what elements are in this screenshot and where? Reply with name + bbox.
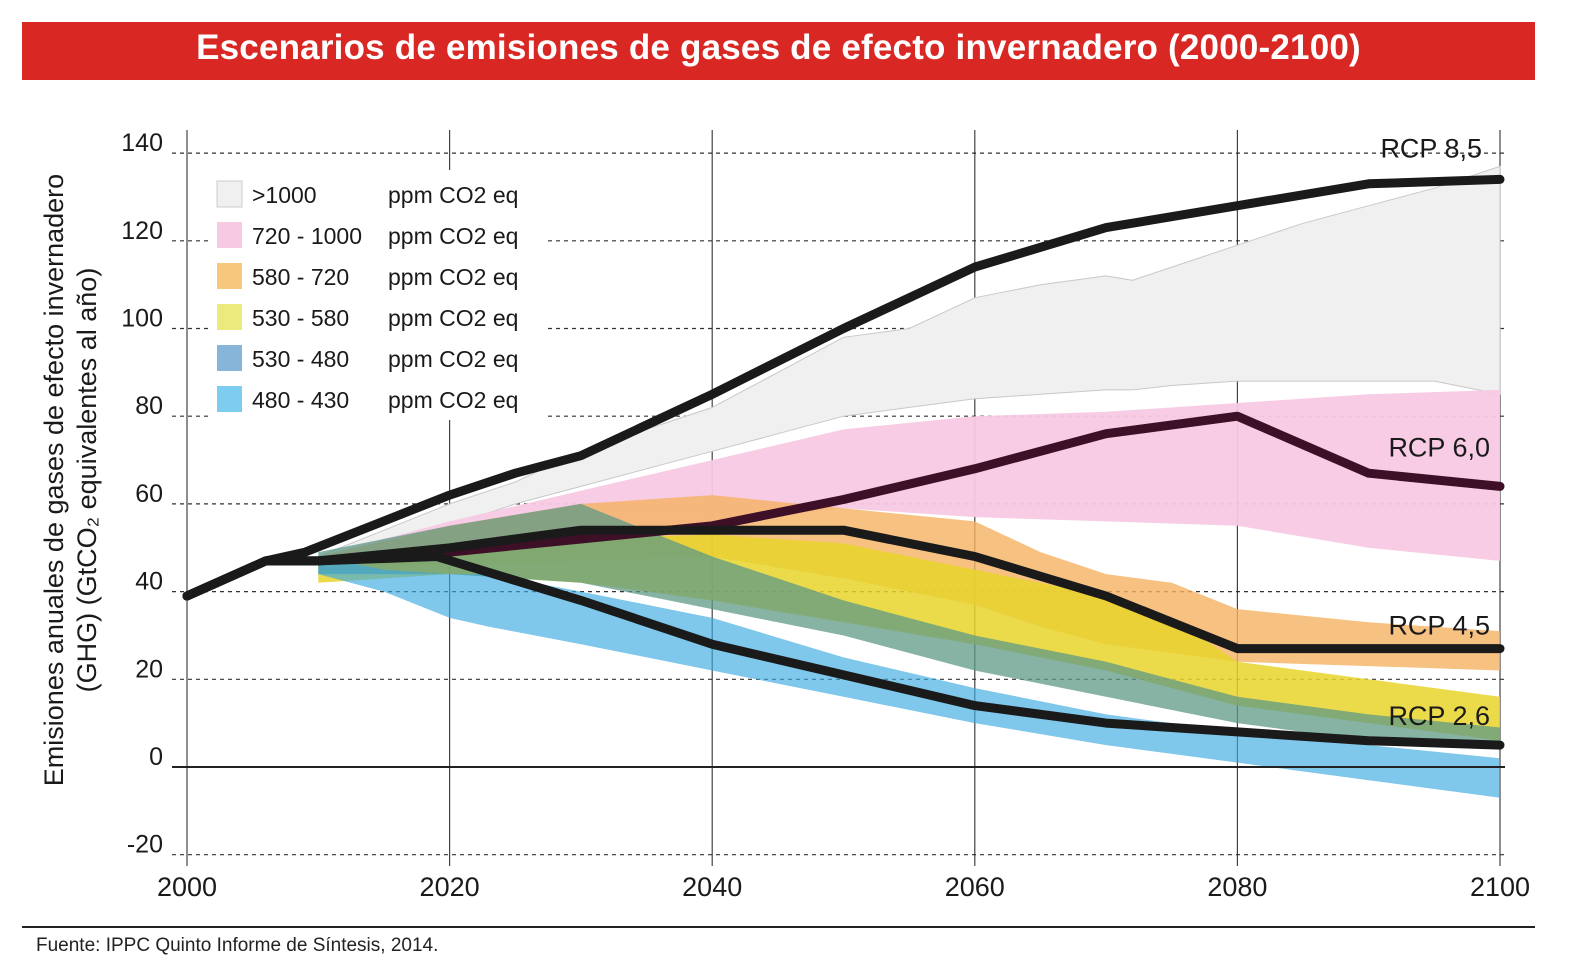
legend-unit: ppm CO2 eq [388, 223, 518, 249]
y-tick-label: 0 [149, 743, 163, 771]
bands [318, 165, 1501, 798]
chart-title: Escenarios de emisiones de gases de efec… [196, 28, 1361, 67]
x-tick-label: 2080 [1207, 872, 1267, 902]
y-tick-label: 100 [121, 305, 163, 333]
y-tick-label: -20 [127, 831, 163, 859]
legend: >1000 ppm CO2 eq 720 - 1000 ppm CO2 eq 580 -… [208, 170, 548, 420]
legend-range: 480 - 430 [252, 387, 349, 413]
legend-background [208, 170, 548, 420]
x-tick-label: 2100 [1470, 872, 1530, 902]
series-label: RCP 6,0 [1388, 432, 1490, 462]
legend-swatch [217, 386, 242, 412]
series-line-RCP-8-5 [182, 174, 1505, 601]
band--1000 [318, 165, 1501, 557]
legend-unit: ppm CO2 eq [388, 264, 518, 290]
y-axis-label-line2: (GHG) (GtCO₂ equivalentes al año) [72, 268, 102, 693]
legend-swatch [216, 180, 243, 208]
y-tick-label: 20 [135, 655, 163, 683]
y-tick-label: 140 [121, 129, 163, 157]
legend-swatch [217, 222, 242, 248]
y-tick-label: 120 [121, 217, 163, 245]
legend-range: 530 - 580 [252, 305, 349, 331]
legend-range: 530 - 480 [252, 346, 349, 372]
x-tick-label: 2020 [420, 872, 480, 902]
series-label: RCP 2,6 [1388, 701, 1490, 731]
y-axis-label: Emisiones anuales de gases de efecto inv… [39, 174, 102, 786]
legend-swatch [217, 263, 242, 289]
series-label: RCP 4,5 [1388, 611, 1490, 641]
series-line-RCP-2-6 [182, 552, 1505, 750]
y-tick-label: 60 [135, 480, 163, 508]
title-banner: Escenarios de emisiones de gases de efec… [22, 22, 1535, 80]
legend-unit: ppm CO2 eq [388, 346, 518, 372]
source-note: Fuente: IPPC Quinto Informe de Síntesis,… [36, 935, 439, 956]
legend-swatch [217, 345, 242, 371]
y-tick-label: 40 [135, 568, 163, 596]
legend-range: >1000 [252, 182, 317, 208]
legend-unit: ppm CO2 eq [388, 305, 518, 331]
legend-range: 720 - 1000 [252, 223, 362, 249]
x-tick-label: 2000 [157, 872, 217, 902]
y-axis-label-line1: Emisiones anuales de gases de efecto inv… [39, 174, 69, 786]
series-label: RCP 8,5 [1380, 133, 1482, 163]
legend-unit: ppm CO2 eq [388, 182, 518, 208]
band-480-430 [318, 556, 1500, 798]
band-530-480 [318, 503, 1500, 750]
footer-divider [22, 926, 1535, 928]
x-tick-label: 2060 [945, 872, 1005, 902]
y-tick-label: 80 [135, 392, 163, 420]
legend-range: 580 - 720 [252, 264, 349, 290]
legend-unit: ppm CO2 eq [388, 387, 518, 413]
legend-swatch [217, 304, 242, 330]
x-tick-label: 2040 [682, 872, 742, 902]
series-lines [182, 174, 1505, 750]
